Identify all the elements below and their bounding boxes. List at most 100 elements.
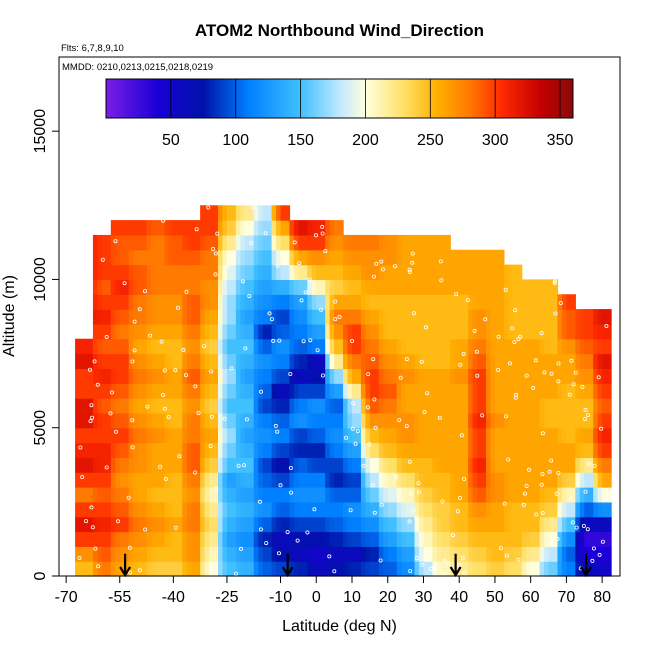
heatmap-cell <box>566 546 572 562</box>
heatmap-cell <box>561 427 567 444</box>
heatmap-cell <box>454 383 460 399</box>
heatmap-cell <box>566 442 572 458</box>
heatmap-cell <box>401 412 407 429</box>
heatmap-cell <box>307 561 313 577</box>
heatmap-cell <box>419 234 425 251</box>
heatmap-cell <box>262 561 268 577</box>
colorbar-swatch <box>419 79 424 118</box>
heatmap-cell <box>133 323 139 340</box>
heatmap-cell <box>419 457 425 473</box>
heatmap-cell <box>360 353 367 369</box>
heatmap-cell <box>218 427 224 444</box>
flight-track-point <box>351 401 356 406</box>
heatmap-cell <box>401 398 407 414</box>
heatmap-cell <box>477 501 483 518</box>
heatmap-cell <box>316 383 322 399</box>
heatmap-cell <box>423 531 429 547</box>
heatmap-cell <box>218 546 224 562</box>
heatmap-cell <box>530 546 536 562</box>
heatmap-cell <box>423 487 429 503</box>
heatmap-cell <box>262 487 268 503</box>
heatmap-cell <box>110 249 116 266</box>
heatmap-cell <box>477 531 483 547</box>
heatmap-cell <box>115 398 121 414</box>
heatmap-cell <box>325 368 331 384</box>
heatmap-cell <box>258 442 264 458</box>
heatmap-cell <box>249 383 255 399</box>
heatmap-cell <box>106 323 112 340</box>
heatmap-cell <box>119 279 125 295</box>
heatmap-cell <box>142 472 148 488</box>
heatmap-cell <box>432 323 438 340</box>
heatmap-cell <box>410 294 416 310</box>
heatmap-cell <box>128 323 134 340</box>
heatmap-cell <box>75 561 81 577</box>
heatmap-cell <box>432 353 438 369</box>
heatmap-cell <box>177 442 183 458</box>
heatmap-cell <box>186 249 192 266</box>
heatmap-cell <box>499 427 505 444</box>
heatmap-cell <box>508 472 514 488</box>
heatmap-cell <box>186 279 192 295</box>
flight-track-point <box>558 301 563 306</box>
heatmap-cell <box>570 561 576 577</box>
heatmap-cell <box>311 531 317 547</box>
heatmap-cell <box>280 427 286 444</box>
heatmap-cell <box>155 264 161 281</box>
heatmap-cell <box>84 412 90 429</box>
heatmap-cell <box>526 472 532 488</box>
heatmap-cell <box>195 516 201 533</box>
flight-track-point <box>127 545 132 550</box>
heatmap-cell <box>606 472 612 488</box>
heatmap-cell <box>244 442 250 458</box>
heatmap-cell <box>593 427 599 444</box>
heatmap-cell <box>588 546 594 562</box>
colorbar-swatch <box>150 79 154 118</box>
colorbar-swatch <box>134 79 138 118</box>
heatmap-cell <box>97 234 103 251</box>
heatmap-cell <box>325 501 331 518</box>
heatmap-cell <box>360 279 367 295</box>
heatmap-cell <box>151 472 157 488</box>
heatmap-cell <box>494 383 501 399</box>
heatmap-cell <box>253 472 259 488</box>
heatmap-cell <box>106 368 112 384</box>
flight-track-point <box>414 556 419 561</box>
heatmap-cell <box>503 398 509 414</box>
heatmap-cell <box>280 368 286 384</box>
heatmap-cell <box>374 383 380 399</box>
heatmap-cell <box>369 561 375 577</box>
heatmap-cell <box>258 279 264 295</box>
heatmap-cell <box>530 398 536 414</box>
heatmap-cell <box>486 264 492 281</box>
heatmap-cell <box>311 368 317 384</box>
heatmap-cell <box>356 398 362 414</box>
heatmap-cell <box>182 353 188 369</box>
heatmap-cell <box>512 516 518 533</box>
heatmap-cell <box>356 501 362 518</box>
flight-track-point <box>320 373 325 378</box>
heatmap-cell <box>544 561 550 577</box>
heatmap-cell <box>593 338 599 355</box>
heatmap-cell <box>298 309 304 325</box>
heatmap-cell <box>566 457 572 473</box>
heatmap-cell <box>137 294 143 310</box>
heatmap-cell <box>369 487 375 503</box>
heatmap-cell <box>490 516 496 533</box>
heatmap-cell <box>240 487 246 503</box>
colorbar-swatch <box>116 79 120 118</box>
heatmap-cell <box>204 234 210 251</box>
flight-track-point <box>518 334 523 339</box>
heatmap-cell <box>289 412 295 429</box>
heatmap-cell <box>253 457 259 473</box>
heatmap-cell <box>392 398 398 414</box>
heatmap-cell <box>195 427 201 444</box>
flight-track-point <box>590 558 595 563</box>
colorbar-swatch <box>191 79 195 118</box>
heatmap-cell <box>155 338 161 355</box>
heatmap-cell <box>396 442 402 458</box>
flight-track-point <box>137 568 142 573</box>
flight-track-point <box>483 317 488 322</box>
heatmap-cell <box>521 412 527 429</box>
colorbar-swatch <box>259 79 263 118</box>
